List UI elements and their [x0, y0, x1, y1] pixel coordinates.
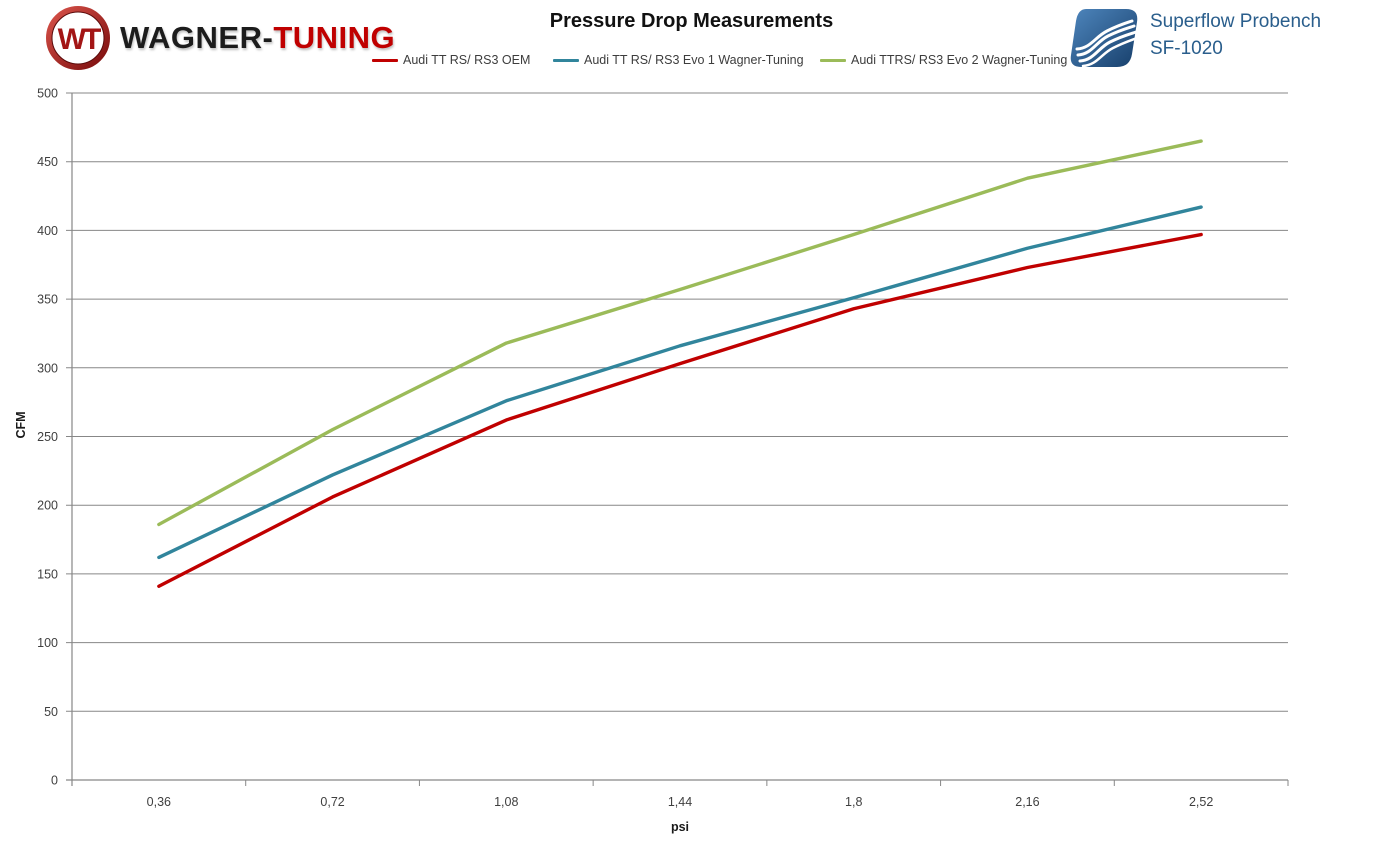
svg-text:100: 100 [37, 636, 58, 650]
svg-text:500: 500 [37, 87, 58, 101]
legend-item-evo2: Audi TTRS/ RS3 Evo 2 Wagner-Tuning [820, 52, 1067, 68]
superflow-line2: SF-1020 [1150, 38, 1223, 59]
wagner-monogram-icon: WT [46, 6, 110, 70]
svg-text:1,8: 1,8 [845, 795, 862, 809]
svg-text:300: 300 [37, 361, 58, 375]
svg-text:2,16: 2,16 [1015, 795, 1039, 809]
wagner-word-black: WAGNER- [120, 20, 274, 55]
svg-text:200: 200 [37, 499, 58, 513]
svg-text:0: 0 [51, 774, 58, 788]
legend-label-oem: Audi TT RS/ RS3 OEM [403, 53, 531, 67]
superflow-wave-icon [1070, 9, 1139, 68]
wagner-word-red: TUNING [273, 20, 396, 55]
wagner-wordmark: WAGNER-TUNING [120, 20, 395, 56]
y-axis-title: CFM [14, 411, 28, 438]
legend-line-sample-evo2 [820, 58, 846, 62]
svg-text:0,72: 0,72 [320, 795, 344, 809]
svg-text:0,36: 0,36 [147, 795, 171, 809]
superflow-line1: Superflow Probench [1150, 11, 1322, 32]
chart-title: Pressure Drop Measurements [549, 10, 834, 32]
wagner-monogram-letters: WT [58, 23, 101, 56]
svg-text:1,08: 1,08 [494, 795, 518, 809]
series-lines-group [157, 139, 1203, 588]
superflow-text: Superflow Probench SF-1020 [1150, 8, 1321, 62]
wagner-tuning-logo: WT WAGNER-TUNING [44, 4, 395, 72]
legend-label-evo1: Audi TT RS/ RS3 Evo 1 Wagner-Tuning [584, 53, 804, 67]
legend-label-evo2: Audi TTRS/ RS3 Evo 2 Wagner-Tuning [851, 53, 1068, 67]
legend-item-oem: Audi TT RS/ RS3 OEM [372, 52, 530, 68]
tick-labels-group: 0 50 100 150 200 250 300 350 400 450 500 0,36 0,72 1,… [37, 87, 1213, 810]
svg-text:1,44: 1,44 [668, 795, 692, 809]
svg-text:250: 250 [37, 430, 58, 444]
axes-group [66, 93, 1289, 786]
svg-text:450: 450 [37, 155, 58, 169]
svg-text:400: 400 [37, 224, 58, 238]
svg-text:150: 150 [37, 567, 58, 581]
svg-text:350: 350 [37, 293, 58, 307]
svg-text:2,52: 2,52 [1189, 795, 1213, 809]
gridlines-group [66, 92, 1288, 781]
svg-text:50: 50 [44, 705, 58, 719]
legend-line-sample-evo1 [553, 58, 579, 62]
x-axis-title: psi [671, 820, 689, 834]
legend-line-sample-oem [372, 58, 398, 62]
superflow-logo: Superflow Probench SF-1020 [1070, 8, 1321, 68]
legend-item-evo1: Audi TT RS/ RS3 Evo 1 Wagner-Tuning [553, 52, 804, 68]
